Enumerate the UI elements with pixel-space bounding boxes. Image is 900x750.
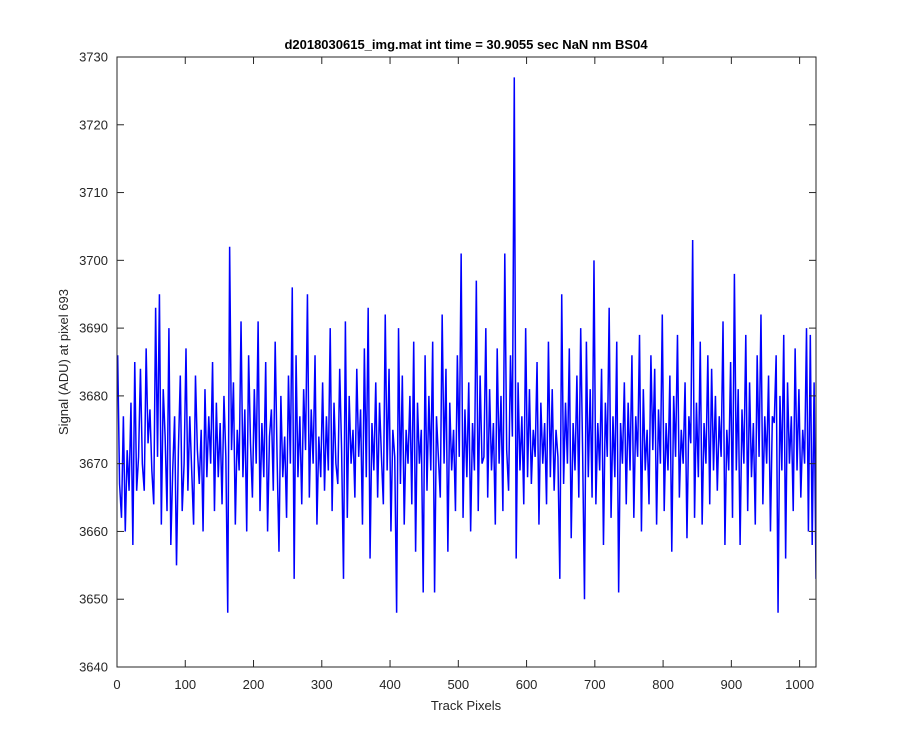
chart-title: d2018030615_img.mat int time = 30.9055 s… bbox=[284, 37, 648, 52]
plot-area bbox=[117, 57, 816, 667]
x-tick-label: 400 bbox=[379, 677, 401, 692]
y-axis-label: Signal (ADU) at pixel 693 bbox=[56, 289, 71, 435]
x-tick-label: 200 bbox=[243, 677, 265, 692]
x-tick-label: 0 bbox=[113, 677, 120, 692]
x-tick-label: 700 bbox=[584, 677, 606, 692]
y-tick-label: 3680 bbox=[79, 388, 108, 403]
x-tick-label: 500 bbox=[447, 677, 469, 692]
plot-content bbox=[117, 77, 816, 613]
y-axis-ticks: 3640 3650 3660 3670 3680 3690 3700 3710 3720 3730 bbox=[79, 50, 816, 675]
x-tick-label: 900 bbox=[721, 677, 743, 692]
y-tick-label: 3650 bbox=[79, 592, 108, 607]
y-tick-label: 3720 bbox=[79, 117, 108, 132]
y-tick-label: 3730 bbox=[79, 50, 108, 65]
axes-box bbox=[116, 56, 817, 668]
y-tick-label: 3660 bbox=[79, 524, 108, 539]
x-tick-label: 300 bbox=[311, 677, 333, 692]
y-tick-label: 3700 bbox=[79, 253, 108, 268]
x-tick-label: 100 bbox=[174, 677, 196, 692]
series-line bbox=[117, 77, 816, 613]
y-tick-label: 3710 bbox=[79, 185, 108, 200]
x-tick-label: 600 bbox=[516, 677, 538, 692]
x-tick-label: 1000 bbox=[785, 677, 814, 692]
x-axis-ticks: 0 100 200 300 400 500 600 700 800 900 1000 bbox=[113, 57, 814, 692]
y-tick-label: 3640 bbox=[79, 660, 108, 675]
x-tick-label: 800 bbox=[652, 677, 674, 692]
x-axis-label: Track Pixels bbox=[431, 698, 502, 713]
y-tick-label: 3690 bbox=[79, 321, 108, 336]
y-tick-label: 3670 bbox=[79, 456, 108, 471]
